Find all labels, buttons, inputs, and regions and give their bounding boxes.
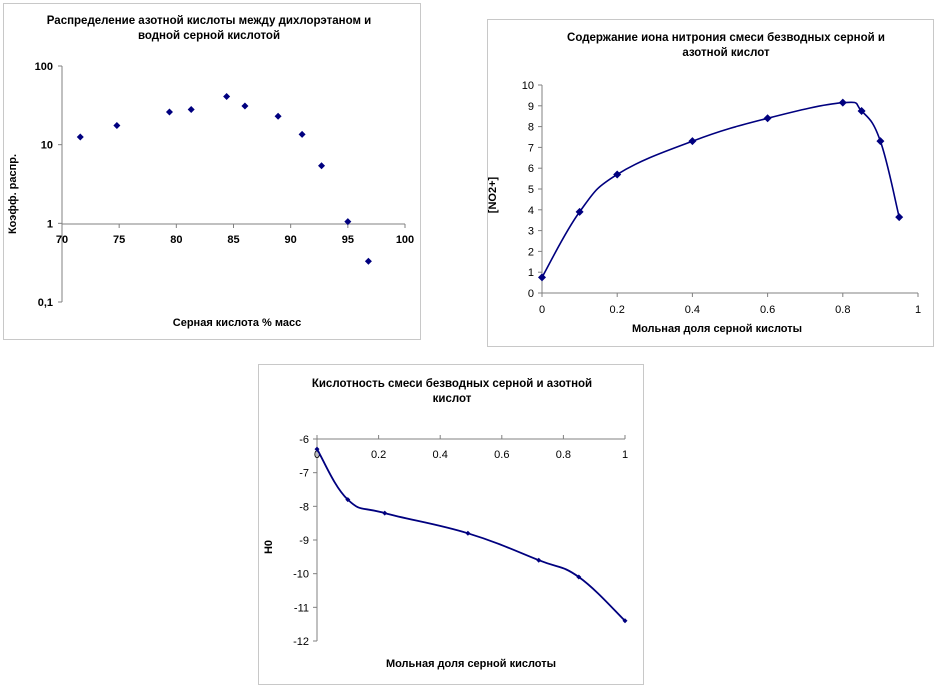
data-point	[763, 114, 772, 123]
plot-area: 0 1 2 3 4 5 6 7 8 9 10 0 0.2 0.4 0.6 0.8 1	[522, 80, 921, 316]
plot-area: -6 -7 -8 -9 -10 -11 -12 0 0.2 0.4 0.6 0.8 1	[293, 434, 628, 648]
chart-panel-nitronium: Содержание иона нитрония смеси безводных…	[487, 19, 934, 347]
x-tick-label: 75	[113, 234, 125, 246]
data-point	[876, 137, 885, 146]
x-tick-label: 85	[227, 234, 239, 246]
x-tick-label: 1	[915, 304, 921, 316]
data-point	[613, 170, 622, 179]
x-tick-label: 0.4	[685, 304, 700, 316]
y-tick-label: -9	[299, 535, 309, 547]
x-tick-label: 70	[56, 234, 68, 246]
data-point	[274, 112, 282, 120]
chart-title-line-2: кислот	[433, 393, 472, 405]
y-tick-label: 5	[528, 184, 534, 196]
chart-panel-acidity: Кислотность смеси безводных серной и азо…	[258, 364, 644, 685]
chart-panel-distribution: Распределение азотной кислоты между дихл…	[3, 3, 421, 340]
y-tick-label: -10	[293, 569, 309, 581]
x-tick-label: 0.8	[835, 304, 850, 316]
y-tick-label: 8	[528, 122, 534, 134]
x-tick-label: 100	[396, 234, 414, 246]
x-tick-label: 0.6	[494, 449, 509, 461]
y-tick-label: 0	[528, 288, 534, 300]
data-point	[223, 92, 231, 100]
y-axis-label: [NO2+]	[487, 176, 499, 213]
chart-title-line-1: Содержание иона нитрония смеси безводных…	[567, 32, 885, 44]
series-line	[316, 448, 626, 622]
data-point	[857, 107, 866, 115]
chart-title-line-2: азотной кислот	[682, 47, 770, 59]
x-tick-label: 0.6	[760, 304, 775, 316]
y-tick-label: 100	[35, 61, 53, 73]
x-tick-label: 1	[622, 449, 628, 461]
chart-distribution: Распределение азотной кислоты между дихл…	[7, 15, 415, 329]
data-point	[314, 446, 320, 452]
chart-acidity: Кислотность смеси безводных серной и азо…	[263, 378, 628, 670]
y-tick-label: -7	[299, 468, 309, 480]
x-tick-label: 0.2	[610, 304, 625, 316]
x-tick-label: 0	[314, 449, 320, 461]
data-point	[344, 218, 352, 226]
chart-title-line-1: Кислотность смеси безводных серной и азо…	[312, 378, 592, 390]
x-tick-label: 95	[342, 234, 354, 246]
data-point	[688, 137, 697, 146]
data-point	[165, 108, 173, 116]
plot-area: 100 10 1 0,1 70 75 80 85 90 95 100	[35, 61, 415, 309]
data-point	[538, 273, 546, 282]
y-tick-label: 2	[528, 246, 534, 258]
y-tick-label: 7	[528, 142, 534, 154]
data-point	[345, 497, 351, 503]
y-tick-label: 3	[528, 226, 534, 238]
x-tick-label: 90	[285, 234, 297, 246]
y-tick-label: 10	[41, 140, 53, 152]
data-point	[895, 213, 904, 222]
x-axis-label: Серная кислота % масс	[173, 317, 301, 329]
y-tick-label: 9	[528, 101, 534, 113]
data-point	[318, 162, 326, 170]
y-tick-label: -8	[299, 501, 309, 513]
y-tick-label: 0,1	[38, 297, 53, 309]
data-point	[575, 207, 584, 216]
y-tick-label: 1	[47, 218, 53, 230]
y-tick-label: 1	[528, 267, 534, 279]
data-point	[576, 574, 582, 580]
y-tick-label: -11	[294, 602, 309, 614]
x-tick-label: 0.2	[371, 449, 386, 461]
data-point	[298, 130, 306, 138]
data-point	[465, 530, 471, 536]
data-point	[622, 618, 628, 624]
data-point	[364, 257, 372, 265]
x-axis-label: Мольная доля серной кислоты	[632, 323, 802, 335]
y-tick-label: -6	[299, 434, 309, 446]
data-point	[113, 122, 121, 130]
data-point	[76, 133, 84, 141]
data-point	[241, 102, 249, 110]
y-tick-label: 4	[528, 205, 534, 217]
y-axis-label: H0	[263, 540, 275, 554]
x-tick-label: 0.4	[433, 449, 448, 461]
y-axis-label: Коэфф. распр.	[7, 154, 19, 234]
chart-nitronium: Содержание иона нитрония смеси безводных…	[487, 32, 921, 335]
y-tick-label: 6	[528, 163, 534, 175]
x-tick-label: 80	[170, 234, 182, 246]
data-point	[536, 557, 542, 563]
chart-title-line-1: Распределение азотной кислоты между дихл…	[47, 15, 371, 27]
chart-title-line-2: водной серной кислотой	[138, 30, 280, 42]
y-tick-label: 10	[522, 80, 534, 92]
data-point	[838, 98, 847, 107]
data-point	[382, 510, 388, 516]
series-line	[541, 101, 900, 278]
x-tick-label: 0	[539, 304, 545, 316]
x-axis-label: Мольная доля серной кислоты	[386, 658, 556, 670]
y-tick-label: -12	[293, 636, 309, 648]
data-point	[187, 105, 195, 113]
x-tick-label: 0.8	[556, 449, 571, 461]
